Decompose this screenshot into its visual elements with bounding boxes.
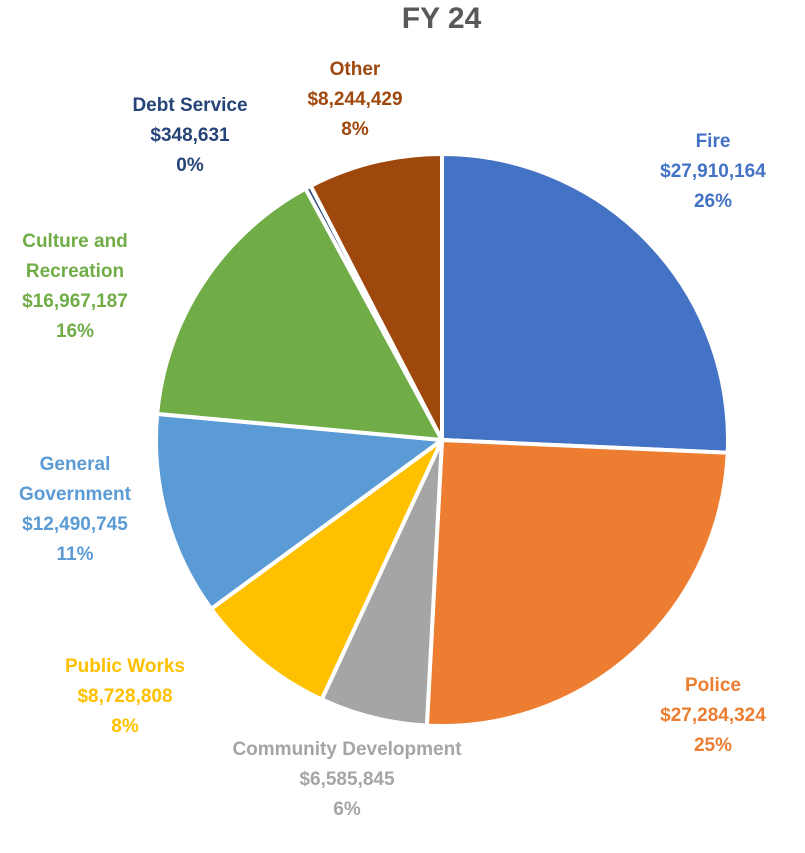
pie-slice: [440, 151, 730, 455]
pie-slice: [208, 438, 444, 703]
slice-label: Other $8,244,429 8%: [280, 55, 430, 145]
value-label: $27,284,324: [660, 705, 766, 726]
slice-label: Police $27,284,324 25%: [638, 671, 788, 761]
slice-label: Community Development $6,585,845 6%: [187, 735, 507, 825]
percent-label: 0%: [176, 155, 204, 176]
percent-label: 25%: [693, 735, 733, 756]
slice-label: General Government $12,490,745 11%: [0, 450, 150, 570]
percent-label: 11%: [56, 544, 94, 565]
pie-slice: [424, 437, 730, 728]
category-label: Debt Service: [132, 95, 248, 116]
percent-label: 26%: [693, 191, 733, 212]
value-label: $27,910,164: [660, 161, 766, 182]
percent-label: 8%: [111, 716, 139, 737]
percent-label: 16%: [55, 321, 95, 342]
pie-slice: [155, 185, 446, 443]
category-label: Fire: [695, 131, 731, 152]
category-label: Other: [329, 59, 381, 80]
category-label: General Government: [19, 454, 131, 505]
category-label: Community Development: [232, 739, 462, 760]
slice-label: Public Works $8,728,808 8%: [50, 652, 200, 742]
value-label: $8,244,429: [307, 89, 403, 110]
value-label: $8,728,808: [77, 686, 173, 707]
value-label: $16,967,187: [22, 291, 128, 312]
value-label: $6,585,845: [299, 769, 395, 790]
slice-label: Culture and Recreation $16,967,187 16%: [0, 227, 150, 347]
slice-label: Fire $27,910,164 26%: [638, 127, 788, 217]
value-label: $12,490,745: [22, 514, 128, 535]
percent-label: 8%: [341, 119, 369, 140]
category-label: Police: [685, 675, 741, 696]
category-label: Public Works: [64, 656, 185, 677]
chart-title: FY 24: [401, 2, 482, 35]
percent-label: 6%: [333, 799, 361, 820]
pie-slice: [307, 151, 444, 441]
category-label: Culture and Recreation: [22, 231, 128, 282]
slice-label: Debt Service $348,631 0%: [115, 91, 265, 181]
value-label: $348,631: [150, 125, 230, 146]
pie-slice: [154, 411, 448, 612]
